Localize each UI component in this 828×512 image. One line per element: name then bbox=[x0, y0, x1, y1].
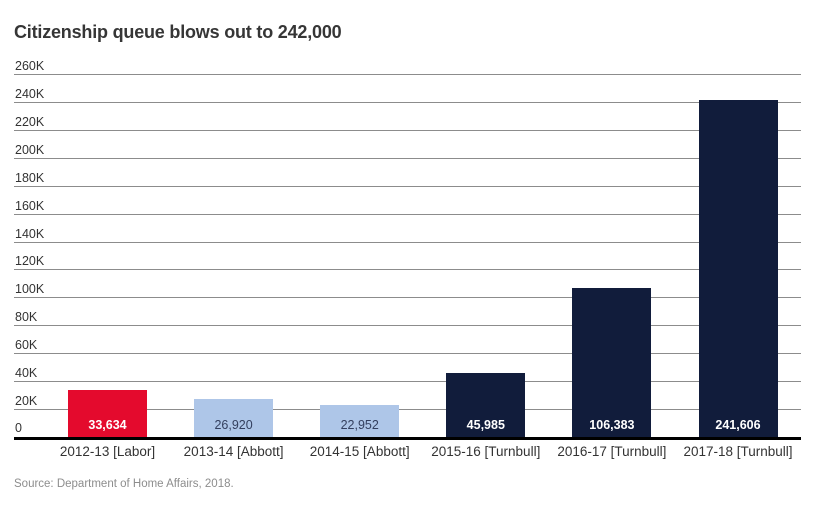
x-axis-category-label: 2012-13 [Labor] bbox=[59, 444, 156, 459]
bar-value-label: 22,952 bbox=[340, 418, 379, 432]
y-axis-tick-label: 200K bbox=[15, 142, 45, 157]
y-axis-gridline: 20K bbox=[14, 394, 801, 411]
bar-2016-17: 106,383 bbox=[572, 288, 652, 437]
bar-2017-18: 241,606 bbox=[698, 100, 778, 437]
y-axis-gridline: 40K bbox=[14, 366, 801, 383]
y-axis-tick-label: 140K bbox=[15, 226, 45, 241]
y-axis-gridline: 140K bbox=[14, 227, 801, 243]
bar-value-label: 45,985 bbox=[466, 418, 505, 432]
y-axis-tick-label: 100K bbox=[15, 282, 45, 297]
bar-2012-13: 33,634 bbox=[68, 390, 147, 437]
y-axis-gridline: 260K bbox=[14, 59, 801, 75]
y-axis-tick-label: 120K bbox=[15, 254, 45, 269]
y-axis-tick-label-0: 0 bbox=[15, 421, 22, 435]
bar-value-label: 106,383 bbox=[589, 418, 635, 432]
bar-chart-plot-area: 260K 240K 220K 200K 180K 160K 140K 120K 100K 80K 6… bbox=[14, 59, 801, 459]
bar-2015-16: 45,985 bbox=[446, 373, 526, 437]
bar-value-label: 241,606 bbox=[715, 418, 761, 432]
y-axis-gridline: 160K bbox=[14, 199, 801, 215]
source-note: Source: Department of Home Affairs, 2018… bbox=[14, 478, 234, 490]
y-axis-tick-label: 240K bbox=[15, 86, 45, 101]
y-axis-gridline: 220K bbox=[14, 115, 801, 131]
y-axis-tick-label: 40K bbox=[15, 366, 38, 381]
bar-2014-15: 22,952 bbox=[320, 405, 400, 437]
y-axis-gridline: 100K bbox=[14, 282, 801, 299]
x-axis-line bbox=[14, 437, 801, 440]
chart-title: Citizenship queue blows out to 242,000 bbox=[14, 22, 342, 42]
y-axis-gridline: 80K bbox=[14, 310, 801, 327]
y-axis-gridline: 120K bbox=[14, 254, 801, 271]
y-axis-tick-label: 260K bbox=[15, 59, 45, 73]
x-axis-category-label: 2017-18 [Turnbull] bbox=[683, 444, 793, 459]
bar-2013-14: 26,920 bbox=[194, 399, 274, 437]
y-axis-gridline: 180K bbox=[14, 171, 801, 187]
y-axis-tick-label: 160K bbox=[15, 198, 45, 213]
x-axis-category-label: 2015-16 [Turnbull] bbox=[431, 444, 541, 459]
x-axis-category-label: 2016-17 [Turnbull] bbox=[557, 444, 667, 459]
y-axis-gridline: 200K bbox=[14, 143, 801, 159]
y-axis-tick-label: 220K bbox=[15, 114, 45, 129]
y-axis-gridline: 240K bbox=[14, 87, 801, 103]
y-axis-tick-label: 180K bbox=[15, 170, 45, 185]
bar-value-label: 33,634 bbox=[88, 418, 127, 432]
y-axis-tick-label: 80K bbox=[15, 310, 38, 325]
y-axis-gridline: 60K bbox=[14, 338, 801, 355]
bar-value-label: 26,920 bbox=[214, 418, 253, 432]
x-axis-category-label: 2014-15 [Abbott] bbox=[309, 444, 410, 459]
x-axis-category-label: 2013-14 [Abbott] bbox=[183, 444, 284, 459]
y-axis-tick-label: 60K bbox=[15, 338, 38, 353]
y-axis-tick-label: 20K bbox=[15, 394, 38, 409]
